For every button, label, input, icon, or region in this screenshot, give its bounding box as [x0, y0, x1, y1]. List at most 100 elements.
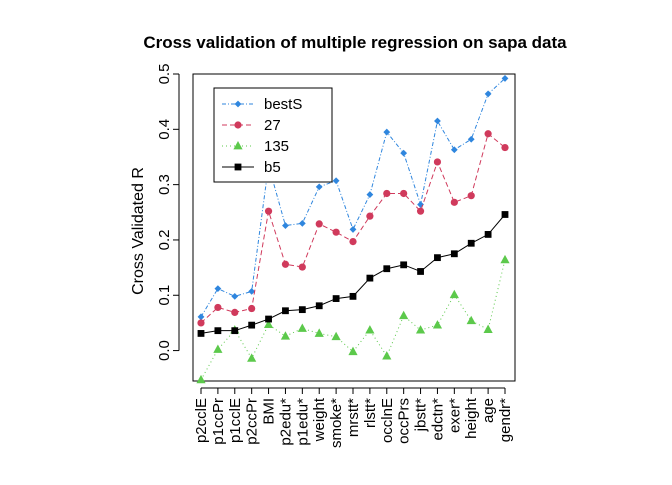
data-point-135 [348, 346, 358, 356]
data-point-135 [449, 289, 459, 299]
y-axis: 0.0 0.1 0.2 0.3 0.4 0.5 [156, 64, 180, 361]
data-point-27 [264, 207, 273, 215]
x-tick-label: age [480, 398, 497, 423]
x-tick-label: BMI [261, 398, 278, 425]
data-point-b5 [197, 330, 205, 337]
data-point-bestS [501, 75, 509, 82]
data-point-27 [484, 130, 492, 138]
data-point-135 [382, 351, 392, 360]
data-point-27 [298, 263, 306, 271]
plot-frame [192, 73, 516, 382]
data-point-135 [483, 324, 493, 333]
data-point-b5 [298, 306, 306, 314]
data-point-27 [332, 228, 340, 236]
data-point-135 [415, 325, 426, 334]
data-point-b5 [231, 327, 239, 335]
x-tick-label: height [463, 397, 480, 439]
x-tick-label: p1ccPr [210, 398, 227, 445]
data-point-bestS [332, 177, 340, 185]
data-point-27 [501, 143, 509, 152]
legend-marker-27 [234, 121, 242, 129]
data-point-b5 [383, 265, 391, 273]
data-point-bestS [400, 149, 408, 157]
data-point-bestS [349, 226, 357, 233]
x-tick-label: rlstt* [362, 398, 379, 428]
x-tick-label: p2ccPr [244, 398, 261, 445]
chart-title: Cross validation of multiple regression … [143, 33, 567, 52]
data-point-27 [315, 220, 323, 228]
data-point-b5 [434, 254, 441, 262]
data-point-b5 [484, 231, 492, 238]
data-point-bestS [434, 117, 441, 125]
data-point-bestS [214, 285, 222, 293]
data-point-135 [247, 353, 257, 362]
data-point-b5 [282, 307, 289, 315]
data-point-27 [450, 198, 458, 206]
series-line-135 [200, 259, 506, 381]
data-point-135 [399, 310, 409, 320]
data-point-b5 [400, 261, 408, 269]
data-point-b5 [467, 239, 475, 247]
data-point-27 [416, 207, 425, 215]
legend-label: b5 [264, 159, 281, 176]
x-tick-label: p2edu* [277, 398, 294, 446]
y-tick-label: 0.3 [156, 174, 173, 195]
legend-label: 27 [264, 117, 281, 134]
data-point-b5 [450, 250, 458, 258]
data-point-bestS [484, 90, 492, 98]
x-tick-label: p1edu* [294, 398, 311, 446]
data-point-27 [467, 192, 475, 200]
series-b5 [197, 211, 509, 337]
data-point-bestS [282, 222, 289, 229]
data-point-135 [280, 331, 291, 340]
data-point-b5 [501, 211, 509, 218]
data-point-b5 [248, 321, 256, 329]
data-point-135 [263, 319, 274, 328]
data-point-b5 [315, 302, 323, 310]
x-tick-label: weight [311, 397, 328, 442]
legend-marker-b5 [234, 163, 242, 171]
data-point-27 [231, 308, 239, 317]
series-135 [196, 254, 510, 384]
y-tick-label: 0.0 [156, 340, 173, 361]
x-tick-label: exer* [446, 398, 463, 433]
data-point-bestS [298, 219, 306, 227]
data-point-135 [500, 254, 510, 264]
data-point-27 [400, 189, 408, 198]
data-point-27 [214, 303, 222, 312]
legend-marker-135 [233, 141, 243, 150]
data-point-bestS [315, 183, 323, 191]
x-tick-label: gendr* [497, 398, 514, 442]
data-point-135 [314, 328, 324, 337]
x-tick-label: jbstt* [413, 398, 430, 433]
data-point-bestS [248, 287, 256, 295]
data-point-27 [366, 212, 374, 220]
data-point-bestS [417, 201, 424, 208]
data-point-b5 [214, 327, 222, 335]
legend: bestS 27 135 b5 [213, 87, 333, 183]
y-tick-label: 0.1 [156, 285, 173, 306]
y-tick-label: 0.2 [156, 230, 173, 251]
data-point-27 [433, 158, 442, 166]
series-layer [196, 75, 510, 384]
data-point-135 [196, 374, 206, 384]
data-point-b5 [332, 295, 340, 302]
data-point-27 [349, 238, 357, 246]
data-point-135 [213, 344, 223, 353]
data-point-27 [383, 189, 391, 198]
data-point-bestS [197, 313, 205, 321]
data-point-bestS [383, 128, 391, 136]
data-point-27 [248, 304, 256, 313]
data-point-bestS [231, 292, 239, 300]
data-point-b5 [366, 274, 374, 282]
x-axis: p2cclE p1ccPr p1cclE p2ccPr BMI p2edu* p1edu* w… [193, 387, 514, 448]
x-tick-label: edctn* [429, 398, 446, 441]
data-point-135 [331, 331, 341, 341]
data-point-bestS [467, 135, 475, 143]
y-tick-label: 0.4 [156, 119, 173, 140]
data-point-b5 [417, 268, 424, 275]
data-point-bestS [366, 191, 374, 198]
legend-marker-bestS [234, 100, 242, 108]
